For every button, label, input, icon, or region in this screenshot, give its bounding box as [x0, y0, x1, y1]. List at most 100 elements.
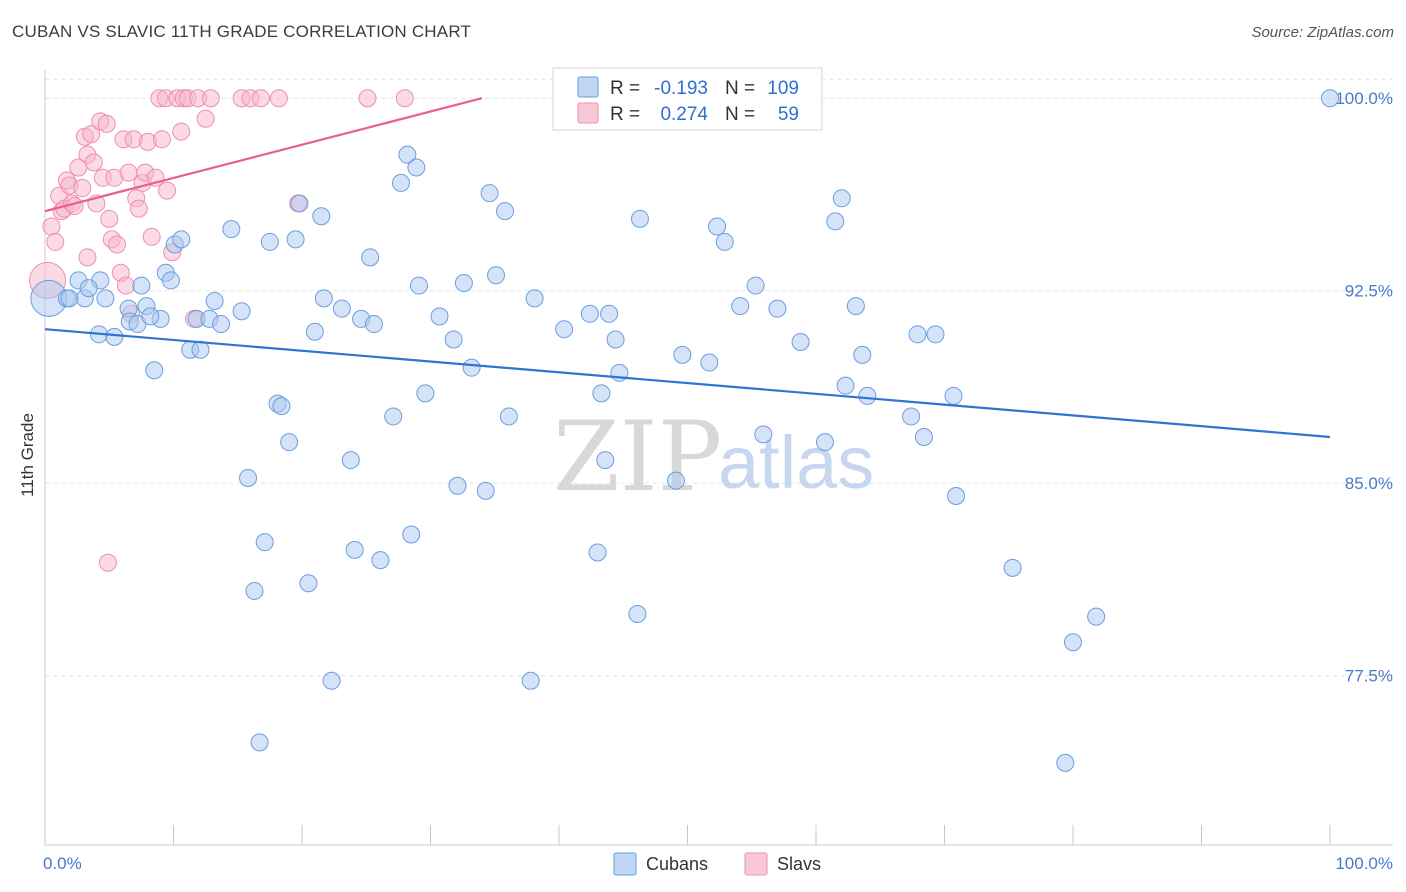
point-cubans — [487, 266, 506, 285]
point-cubans — [314, 289, 333, 308]
point-cubans — [596, 451, 615, 470]
point-cubans — [846, 297, 865, 316]
point-cubans — [914, 427, 933, 446]
point-cubans — [290, 194, 309, 213]
point-cubans — [322, 671, 341, 690]
point-slavs — [107, 235, 126, 254]
point-cubans — [1003, 558, 1022, 577]
point-slavs — [46, 232, 65, 251]
point-cubans — [708, 217, 727, 236]
point-cubans — [305, 322, 324, 341]
y-tick-labels: 77.5% 85.0% 92.5% 100.0% — [1335, 89, 1393, 685]
y-tick-label: 77.5% — [1345, 667, 1393, 686]
point-cubans — [345, 540, 364, 559]
point-cubans — [145, 361, 164, 380]
point-cubans — [836, 376, 855, 395]
point-cubans — [161, 271, 180, 290]
y-tick-label: 85.0% — [1345, 474, 1393, 493]
point-cubans — [908, 325, 927, 344]
point-slavs — [73, 179, 92, 198]
y-axis-title: 11th Grade — [18, 413, 37, 497]
point-cubans — [312, 207, 331, 226]
x-tick-label-min: 0.0% — [43, 854, 82, 873]
trend-line-cubans — [44, 328, 1331, 439]
point-cubans — [815, 433, 834, 452]
point-cubans — [826, 212, 845, 231]
x-tick-labels: 0.0% 100.0% — [43, 854, 1393, 873]
point-cubans — [666, 471, 685, 490]
point-cubans — [588, 543, 607, 562]
bottom-legend-slavs: Slavs — [777, 854, 821, 874]
legend-r-label-cubans: R = — [610, 78, 640, 99]
trend-line-slavs — [44, 97, 483, 213]
point-cubans — [280, 433, 299, 452]
point-cubans — [299, 574, 318, 593]
point-cubans — [715, 232, 734, 251]
point-cubans — [361, 248, 380, 267]
trend-lines — [44, 97, 1331, 439]
point-slavs — [251, 89, 270, 108]
legend-n-label-slavs: N = — [725, 104, 755, 125]
point-cubans — [444, 330, 463, 349]
point-cubans — [944, 386, 963, 405]
point-cubans — [462, 358, 481, 377]
watermark-atlas: atlas — [718, 421, 874, 504]
point-slavs — [172, 122, 191, 141]
point-cubans — [286, 230, 305, 249]
point-cubans — [454, 273, 473, 292]
point-cubans — [391, 173, 410, 192]
point-cubans — [222, 220, 241, 239]
stats-legend: R = -0.193 N = 109 R = 0.274 N = 59 — [552, 67, 823, 131]
point-cubans — [592, 384, 611, 403]
y-tick-label: 92.5% — [1345, 282, 1393, 301]
point-cubans — [212, 315, 231, 334]
point-cubans — [1321, 89, 1339, 108]
point-cubans — [402, 525, 421, 544]
legend-n-value-slavs: 59 — [778, 104, 799, 125]
legend-swatch-slavs — [577, 102, 599, 124]
point-slavs — [129, 199, 148, 218]
point-cubans — [628, 605, 647, 624]
point-cubans — [141, 307, 160, 326]
point-cubans — [606, 330, 625, 349]
point-cubans — [555, 320, 574, 339]
legend-r-value-cubans: -0.193 — [654, 78, 708, 99]
point-cubans — [1064, 633, 1082, 652]
point-cubans — [60, 289, 79, 308]
point-cubans — [630, 209, 649, 228]
point-cubans — [255, 533, 274, 552]
series-legend: Cubans Slavs — [613, 852, 821, 876]
point-cubans — [364, 315, 383, 334]
point-cubans — [580, 304, 599, 323]
point-cubans — [79, 279, 98, 298]
point-slavs — [78, 248, 97, 267]
point-cubans — [791, 333, 810, 352]
point-cubans — [232, 302, 251, 321]
point-cubans — [754, 425, 773, 444]
point-slavs — [82, 125, 101, 144]
point-cubans — [371, 551, 390, 570]
point-cubans — [832, 189, 851, 208]
point-cubans — [600, 304, 619, 323]
point-slavs — [395, 89, 414, 108]
chart-title: CUBAN VS SLAVIC 11TH GRADE CORRELATION C… — [12, 22, 472, 41]
source-label: Source: ZipAtlas.com — [1251, 24, 1394, 41]
point-cubans — [260, 232, 279, 251]
point-cubans — [205, 291, 224, 310]
point-slavs — [97, 114, 116, 133]
x-tick-label-max: 100.0% — [1335, 854, 1393, 873]
point-slavs — [142, 227, 161, 246]
point-cubans — [525, 289, 544, 308]
point-slavs — [158, 181, 177, 200]
point-cubans — [430, 307, 449, 326]
point-cubans — [96, 289, 115, 308]
point-cubans — [476, 481, 495, 500]
point-cubans — [172, 230, 191, 249]
bottom-legend-cubans: Cubans — [646, 854, 708, 874]
legend-r-label-slavs: R = — [610, 104, 640, 125]
point-cubans — [409, 276, 428, 295]
point-slavs — [42, 217, 61, 236]
point-slavs — [196, 109, 215, 128]
point-cubans — [746, 276, 765, 295]
